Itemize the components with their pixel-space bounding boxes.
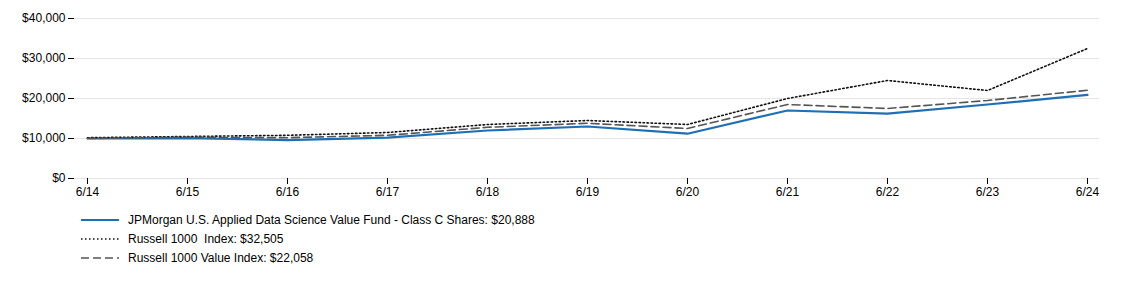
svg-text:6/19: 6/19 — [576, 185, 600, 199]
html-text:Russell 1000 Value Index: $22,: Russell 1000 Value Index: $22,058 — [128, 250, 314, 265]
svg-text:$40,000: $40,000 — [22, 11, 66, 25]
svg-text:6/16: 6/16 — [276, 185, 300, 199]
svg-text:6/22: 6/22 — [876, 185, 900, 199]
html-text:Russell 1000 Index: $32,505: Russell 1000 Index: $32,505 — [128, 231, 284, 246]
html-text:JPMorgan U.S. Applied Data Sci: JPMorgan U.S. Applied Data Science Value… — [128, 212, 535, 227]
svg-text:6/24: 6/24 — [1076, 185, 1100, 199]
svg-text:6/23: 6/23 — [976, 185, 1000, 199]
svg-text:6/21: 6/21 — [776, 185, 800, 199]
svg-text:6/20: 6/20 — [676, 185, 700, 199]
svg-text:6/17: 6/17 — [376, 185, 400, 199]
svg-text:$20,000: $20,000 — [22, 91, 66, 105]
svg-text:6/14: 6/14 — [76, 185, 100, 199]
svg-text:6/15: 6/15 — [176, 185, 200, 199]
svg-text:6/18: 6/18 — [476, 185, 500, 199]
svg-text:$30,000: $30,000 — [22, 51, 66, 65]
svg-text:$0: $0 — [52, 171, 66, 185]
svg-text:$10,000: $10,000 — [22, 131, 66, 145]
